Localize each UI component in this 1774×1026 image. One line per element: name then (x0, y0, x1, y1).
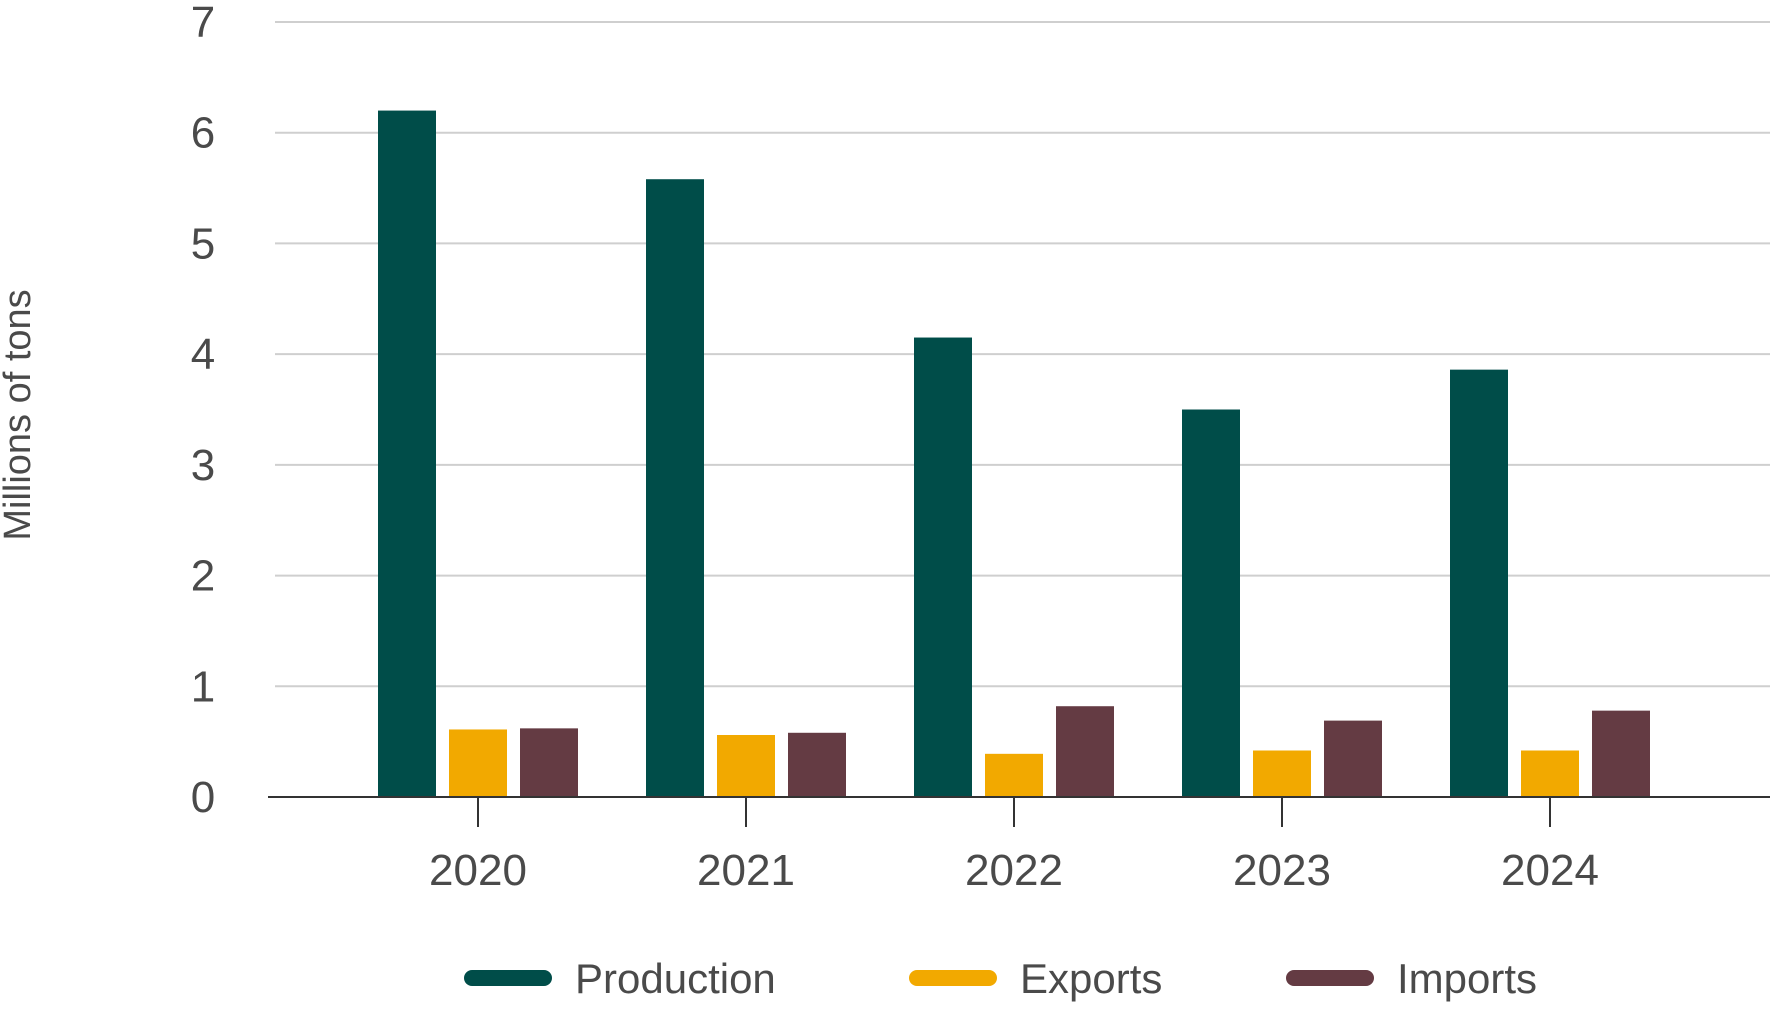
x-tick-label: 2022 (965, 846, 1063, 895)
legend-label-exports: Exports (1020, 955, 1162, 1002)
bar-production-2022 (914, 337, 972, 797)
y-tick-label: 5 (191, 219, 215, 268)
bar-exports-2024 (1521, 750, 1579, 797)
y-tick-label: 4 (191, 330, 215, 379)
y-tick-label: 0 (191, 773, 215, 822)
bar-exports-2023 (1253, 750, 1311, 797)
gridlines (275, 21, 1770, 688)
y-tick-label: 7 (191, 0, 215, 47)
axes: 0 1 2 3 4 5 6 7 2020 2021 2022 2023 2024 (191, 0, 1770, 895)
bar-imports-2024 (1592, 710, 1650, 797)
bar-production-2020 (378, 110, 436, 798)
bar-exports-2022 (985, 753, 1043, 797)
bar-production-2021 (646, 179, 704, 797)
legend-label-imports: Imports (1397, 955, 1537, 1002)
y-tick-label: 1 (191, 662, 215, 711)
y-tick-label: 6 (191, 109, 215, 158)
bar-production-2024 (1450, 369, 1508, 797)
legend: Production Exports Imports (464, 955, 1537, 1002)
bar-imports-2021 (788, 732, 846, 797)
y-tick-label: 3 (191, 441, 215, 490)
y-tick-label: 2 (191, 552, 215, 601)
x-tick-label: 2021 (697, 846, 795, 895)
bar-production-2023 (1182, 409, 1240, 797)
bar-exports-2021 (717, 735, 775, 797)
bar-imports-2022 (1056, 706, 1114, 797)
bar-imports-2023 (1324, 720, 1382, 797)
x-tick-label: 2023 (1233, 846, 1331, 895)
bar-imports-2020 (520, 728, 578, 797)
legend-label-production: Production (575, 955, 776, 1002)
x-tick-label: 2020 (429, 846, 527, 895)
y-axis-title: Millions of tons (0, 289, 39, 540)
bar-exports-2020 (449, 729, 507, 797)
bars (378, 110, 1650, 798)
x-tick-label: 2024 (1501, 846, 1599, 895)
